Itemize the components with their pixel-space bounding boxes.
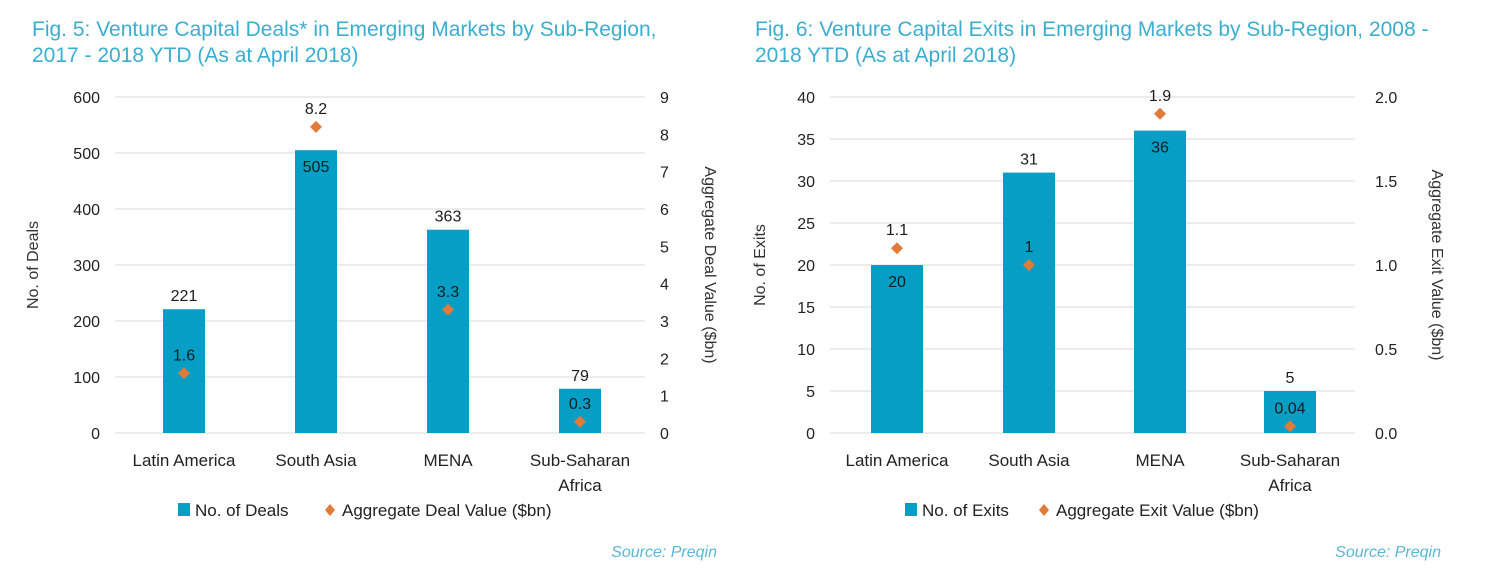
fig5-diamond-marker	[178, 367, 190, 380]
fig6-source-note: Source: Preqin	[1335, 544, 1441, 561]
fig6-right-tick-label: 1.5	[1375, 174, 1397, 191]
fig5-bar-value-label: 363	[435, 209, 462, 226]
fig6-left-tick-label: 10	[797, 342, 815, 359]
fig5-right-tick-label: 2	[660, 351, 669, 368]
fig6-ylabel-right: Aggregate Exit Value ($bn)	[1428, 170, 1445, 361]
fig5-legend-bar-swatch-icon	[178, 503, 190, 516]
fig6-bar-value-label: 20	[888, 274, 906, 291]
fig6-category-label: Africa	[1268, 476, 1312, 495]
fig5-left-tick-label: 600	[73, 90, 100, 107]
fig5-bar-value-label: 79	[571, 368, 589, 385]
fig5-bar-value-label: 505	[303, 159, 330, 176]
fig6-ylabel-left: No. of Exits	[752, 224, 769, 306]
fig6-left-tick-label: 25	[797, 216, 815, 233]
fig5-diamond-marker	[574, 415, 586, 428]
fig5-point-value-label: 0.3	[569, 396, 591, 413]
fig5-left-tick-label: 500	[73, 146, 100, 163]
fig5-left-tick-label: 100	[73, 370, 100, 387]
fig6-left-tick-label: 0	[806, 426, 815, 443]
fig5-source-note: Source: Preqin	[611, 544, 717, 561]
fig5-right-tick-label: 7	[660, 165, 669, 182]
fig6-category-label: Latin America	[846, 451, 950, 470]
fig5-left-tick-label: 300	[73, 258, 100, 275]
fig6-diamond-marker	[1284, 420, 1296, 433]
fig6-bar-value-label: 5	[1286, 370, 1295, 387]
fig6-right-tick-label: 1.0	[1375, 258, 1397, 275]
fig6-left-tick-label: 5	[806, 384, 815, 401]
fig5-left-tick-label: 0	[91, 426, 100, 443]
fig5-title: Fig. 5: Venture Capital Deals* in Emergi…	[32, 18, 657, 67]
fig6-legend-point-label: Aggregate Exit Value ($bn)	[1056, 501, 1259, 520]
fig6-bar	[1134, 130, 1186, 433]
fig5-legend-point-label: Aggregate Deal Value ($bn)	[342, 501, 552, 520]
fig6-legend-bar-swatch-icon	[905, 503, 917, 516]
fig6-legend-diamond-icon	[1039, 504, 1049, 516]
fig6-right-tick-label: 0.5	[1375, 342, 1397, 359]
fig5-point-value-label: 1.6	[173, 347, 195, 364]
fig5-right-tick-label: 0	[660, 426, 669, 443]
fig6-left-tick-label: 40	[797, 90, 815, 107]
fig6-diamond-marker	[891, 242, 903, 255]
fig5-ylabel-right: Aggregate Deal Value ($bn)	[701, 166, 718, 363]
fig6-diamond-marker	[1154, 107, 1166, 120]
fig5-bar-value-label: 221	[171, 288, 198, 305]
fig6-left-tick-label: 35	[797, 132, 815, 149]
fig6-left-tick-label: 30	[797, 174, 815, 191]
fig6-diamond-marker	[1023, 259, 1035, 271]
fig5-right-tick-label: 8	[660, 127, 669, 144]
fig5-category-label: South Asia	[275, 451, 357, 470]
fig5-legend-bar-label: No. of Deals	[195, 501, 289, 520]
fig6-point-value-label: 0.04	[1274, 400, 1305, 417]
fig5-diamond-marker	[442, 303, 454, 316]
fig5-point-value-label: 3.3	[437, 284, 459, 301]
fig6-right-tick-label: 2.0	[1375, 90, 1397, 107]
fig6-bar	[1003, 172, 1055, 433]
fig6-category-label: MENA	[1135, 451, 1185, 470]
fig6-bar	[871, 265, 923, 433]
fig5-right-tick-label: 9	[660, 90, 669, 107]
fig5-right-tick-label: 3	[660, 314, 669, 331]
fig5-right-tick-label: 1	[660, 389, 669, 406]
fig6-point-value-label: 1.1	[886, 222, 908, 239]
fig6-point-value-label: 1.9	[1149, 88, 1171, 105]
fig5-category-label: Sub-Saharan	[530, 451, 630, 470]
fig5-right-tick-label: 4	[660, 277, 669, 294]
fig6-category-label: Sub-Saharan	[1240, 451, 1340, 470]
fig6-point-value-label: 1	[1025, 239, 1034, 256]
fig5-category-label: MENA	[423, 451, 473, 470]
fig5-right-tick-label: 6	[660, 202, 669, 219]
fig6-category-label: South Asia	[988, 451, 1070, 470]
fig5-legend-diamond-icon	[325, 504, 335, 516]
fig5-diamond-marker	[310, 120, 322, 133]
fig6-left-tick-label: 15	[797, 300, 815, 317]
fig5-category-label: Africa	[558, 476, 602, 495]
fig5-ylabel-left: No. of Deals	[25, 221, 42, 309]
fig5-right-tick-label: 5	[660, 239, 669, 256]
fig6-left-tick-label: 20	[797, 258, 815, 275]
fig5-left-tick-label: 400	[73, 202, 100, 219]
fig6-bar-value-label: 31	[1020, 152, 1038, 169]
fig6-title: Fig. 6: Venture Capital Exits in Emergin…	[755, 18, 1429, 67]
fig6-legend-bar-label: No. of Exits	[922, 501, 1009, 520]
fig6-bar-value-label: 36	[1151, 140, 1169, 157]
fig5-bar	[295, 150, 337, 433]
fig5-left-tick-label: 200	[73, 314, 100, 331]
fig6-right-tick-label: 0.0	[1375, 426, 1397, 443]
fig5-point-value-label: 8.2	[305, 101, 327, 118]
fig5-bar	[427, 229, 469, 433]
fig5-category-label: Latin America	[133, 451, 237, 470]
